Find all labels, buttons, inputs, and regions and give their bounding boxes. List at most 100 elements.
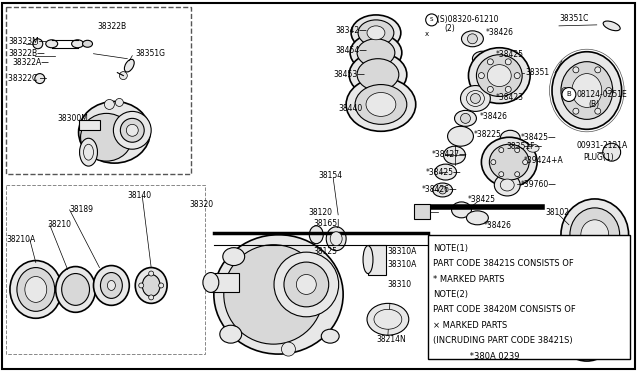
Ellipse shape <box>284 262 329 307</box>
Text: PART CODE 38420M CONSISTS OF: PART CODE 38420M CONSISTS OF <box>433 305 575 314</box>
Text: *38425—: *38425— <box>521 133 557 142</box>
Circle shape <box>515 148 520 153</box>
Text: 38351G: 38351G <box>135 49 165 58</box>
Text: PLUG(1): PLUG(1) <box>583 153 614 162</box>
Text: 38322C —: 38322C — <box>8 74 47 83</box>
Text: (2): (2) <box>445 24 455 33</box>
Circle shape <box>515 172 520 177</box>
Text: 38189: 38189 <box>70 205 93 214</box>
Circle shape <box>104 99 115 109</box>
Text: 38342—: 38342— <box>335 26 367 35</box>
Ellipse shape <box>142 275 160 296</box>
Text: 38310A: 38310A <box>388 260 417 269</box>
Circle shape <box>426 14 438 26</box>
Ellipse shape <box>476 55 522 96</box>
Text: 00931-2121A: 00931-2121A <box>577 141 628 150</box>
Ellipse shape <box>120 118 144 142</box>
Text: (INCRUDING PART CODE 38421S): (INCRUDING PART CODE 38421S) <box>433 336 572 345</box>
Text: *38425: *38425 <box>495 50 524 59</box>
Ellipse shape <box>363 246 373 273</box>
Text: 38214N: 38214N <box>376 335 406 344</box>
Ellipse shape <box>113 111 151 149</box>
Ellipse shape <box>358 20 394 46</box>
Circle shape <box>33 39 43 49</box>
Text: 38125: 38125 <box>314 247 337 256</box>
Ellipse shape <box>309 226 323 244</box>
Circle shape <box>573 67 579 73</box>
Ellipse shape <box>452 202 472 218</box>
Ellipse shape <box>220 325 242 343</box>
Ellipse shape <box>366 93 396 116</box>
Text: * MARKED PARTS: * MARKED PARTS <box>433 275 504 283</box>
Circle shape <box>595 108 601 114</box>
Ellipse shape <box>500 179 514 191</box>
Ellipse shape <box>274 252 339 317</box>
Ellipse shape <box>461 31 483 47</box>
Ellipse shape <box>79 102 150 163</box>
Ellipse shape <box>490 144 529 180</box>
Text: 38454—: 38454— <box>335 46 367 55</box>
Bar <box>368 245 386 275</box>
Bar <box>211 273 239 292</box>
Ellipse shape <box>83 40 93 47</box>
Ellipse shape <box>346 78 416 131</box>
Ellipse shape <box>79 138 97 166</box>
Ellipse shape <box>454 110 476 126</box>
Ellipse shape <box>461 86 490 111</box>
Text: (B): (B) <box>589 100 600 109</box>
Circle shape <box>159 283 164 288</box>
Text: 38154: 38154 <box>318 170 342 180</box>
Ellipse shape <box>563 262 617 307</box>
Text: 38140: 38140 <box>127 192 152 201</box>
Circle shape <box>487 86 493 92</box>
Ellipse shape <box>494 174 520 196</box>
Ellipse shape <box>108 280 115 291</box>
Ellipse shape <box>561 299 609 339</box>
Bar <box>413 204 429 219</box>
Text: 38322B: 38322B <box>97 22 127 31</box>
Circle shape <box>491 160 496 165</box>
Ellipse shape <box>561 62 612 119</box>
Ellipse shape <box>135 267 167 303</box>
Text: 38300M: 38300M <box>58 114 88 123</box>
Bar <box>79 121 100 130</box>
Text: 38440: 38440 <box>338 104 362 113</box>
Text: PART CODE 38421S CONSISTS OF: PART CODE 38421S CONSISTS OF <box>433 259 573 268</box>
Circle shape <box>467 34 477 44</box>
Text: 38210A: 38210A <box>6 235 35 244</box>
Ellipse shape <box>17 267 54 311</box>
Ellipse shape <box>84 144 93 160</box>
Text: 38310: 38310 <box>388 280 412 289</box>
Text: *38426: *38426 <box>479 112 508 121</box>
Text: x: x <box>424 31 429 37</box>
Circle shape <box>461 113 470 124</box>
Circle shape <box>573 108 579 114</box>
Ellipse shape <box>56 267 95 312</box>
Ellipse shape <box>330 232 342 246</box>
Circle shape <box>562 87 576 102</box>
Ellipse shape <box>552 52 621 129</box>
Ellipse shape <box>61 273 90 305</box>
Ellipse shape <box>355 84 407 124</box>
Text: × MARKED PARTS: × MARKED PARTS <box>433 321 507 330</box>
Ellipse shape <box>565 327 609 361</box>
Ellipse shape <box>350 34 402 72</box>
Ellipse shape <box>561 199 628 270</box>
Ellipse shape <box>203 273 219 292</box>
Ellipse shape <box>500 130 520 146</box>
Circle shape <box>562 87 568 93</box>
Text: *38425: *38425 <box>467 195 495 205</box>
Circle shape <box>523 160 527 165</box>
Text: 38100: 38100 <box>465 243 490 252</box>
Ellipse shape <box>357 39 395 67</box>
Ellipse shape <box>357 59 399 90</box>
Circle shape <box>148 295 154 300</box>
Ellipse shape <box>223 248 244 266</box>
Ellipse shape <box>467 211 488 225</box>
Text: 38323M—: 38323M— <box>8 37 46 46</box>
Circle shape <box>487 59 493 65</box>
Text: NOTE(1): NOTE(1) <box>433 244 468 253</box>
Text: *38423: *38423 <box>495 93 524 102</box>
Text: *380A 0239: *380A 0239 <box>433 352 519 360</box>
Ellipse shape <box>467 90 484 106</box>
